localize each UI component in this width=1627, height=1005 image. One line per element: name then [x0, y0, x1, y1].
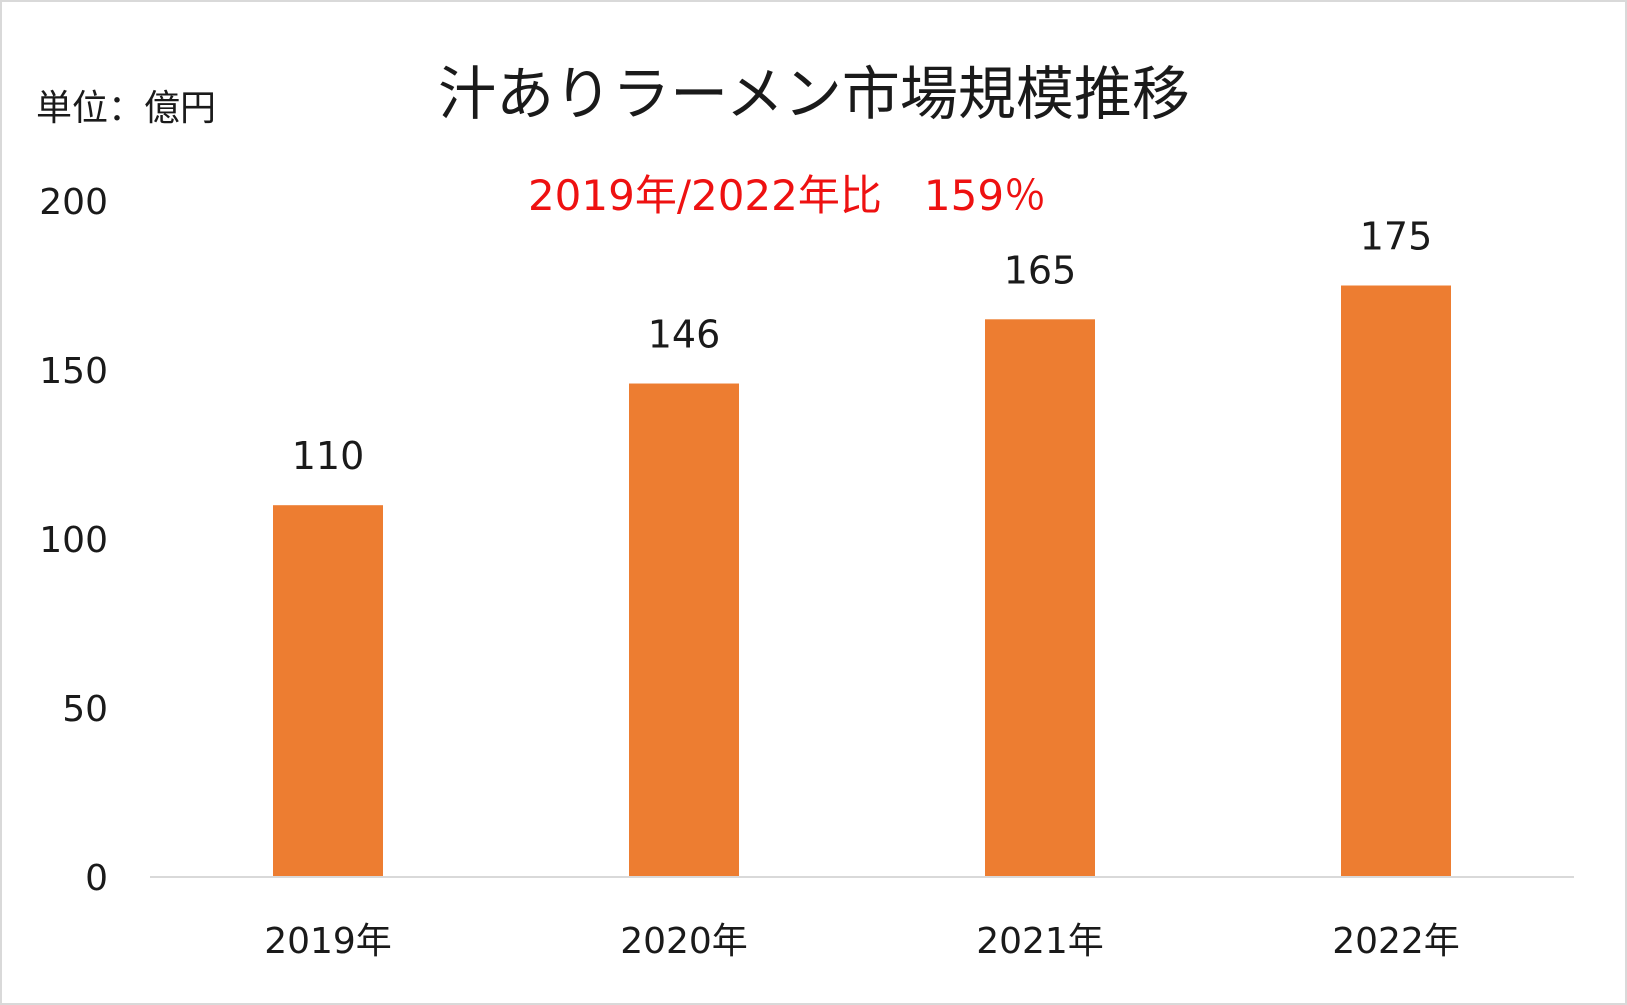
x-tick-label: 2020年 [620, 921, 748, 962]
y-tick-label: 150 [39, 351, 108, 392]
unit-label: 単位：億円 [36, 88, 216, 129]
x-tick-label: 2022年 [1332, 921, 1460, 962]
x-tick-label: 2021年 [976, 921, 1104, 962]
growth-annotation: 2019年/2022年比 159％ [528, 171, 1046, 220]
y-tick-label: 100 [39, 520, 108, 561]
data-labels: 110 146 165 175 [292, 215, 1433, 479]
bars [273, 285, 1451, 877]
y-axis-ticks: 0 50 100 150 200 [39, 182, 108, 899]
bar [629, 383, 739, 877]
data-label: 175 [1360, 215, 1433, 259]
chart-title: 汁ありラーメン市場規模推移 [438, 60, 1190, 128]
x-tick-label: 2019年 [264, 921, 392, 962]
bar [273, 505, 383, 877]
y-tick-label: 0 [85, 858, 108, 899]
bar [1341, 285, 1451, 877]
y-tick-label: 50 [62, 689, 108, 730]
data-label: 146 [648, 313, 721, 357]
x-axis-ticks: 2019年 2020年 2021年 2022年 [264, 921, 1460, 962]
bar [985, 319, 1095, 877]
y-tick-label: 200 [39, 182, 108, 223]
data-label: 110 [292, 434, 365, 478]
data-label: 165 [1004, 248, 1077, 292]
